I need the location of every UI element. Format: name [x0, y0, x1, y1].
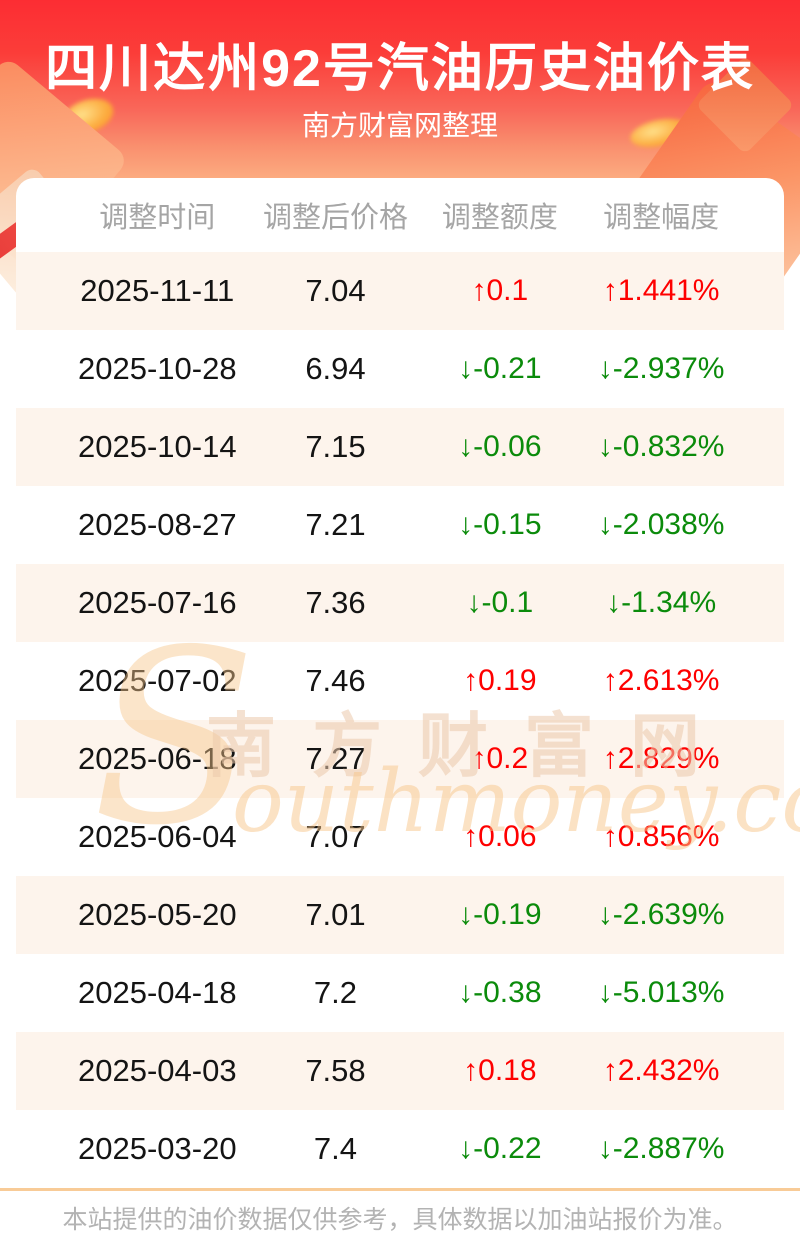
cell-price: 7.15: [305, 429, 366, 464]
cell-date: 2025-10-14: [78, 429, 237, 464]
cell-date: 2025-07-16: [78, 585, 237, 620]
column-header-date: 调整时间: [99, 202, 216, 234]
cell-price: 7.04: [305, 273, 366, 308]
table-row: 2025-10-28 6.94 ↓-0.21 ↓-2.937%: [16, 330, 784, 408]
cell-percent: ↑2.829%: [602, 742, 720, 775]
cell-change: ↓-0.15: [458, 508, 542, 541]
cell-percent: ↓-2.937%: [597, 352, 725, 385]
column-header-percent: 调整幅度: [603, 202, 720, 234]
table-row: 2025-06-04 7.07 ↑0.06 ↑0.856%: [16, 798, 784, 876]
table-row: 2025-07-02 7.46 ↑0.19 ↑2.613%: [16, 642, 784, 720]
table-row: 2025-05-20 7.01 ↓-0.19 ↓-2.639%: [16, 876, 784, 954]
table-row: 2025-04-03 7.58 ↑0.18 ↑2.432%: [16, 1032, 784, 1110]
cell-date: 2025-11-11: [80, 273, 235, 308]
cell-change: ↑0.19: [463, 664, 537, 697]
cell-change: ↑0.2: [471, 742, 529, 775]
table-row: 2025-11-11 7.04 ↑0.1 ↑1.441%: [16, 252, 784, 330]
table-body: 2025-11-11 7.04 ↑0.1 ↑1.441% 2025-10-28 …: [16, 252, 784, 1188]
table-row: 2025-07-16 7.36 ↓-0.1 ↓-1.34%: [16, 564, 784, 642]
column-header-change: 调整额度: [441, 202, 558, 234]
table-row: 2025-06-18 7.27 ↑0.2 ↑2.829%: [16, 720, 784, 798]
cell-price: 7.4: [313, 1131, 358, 1166]
footer-note: 本站提供的油价数据仅供参考，具体数据以加油站报价为准。: [62, 1206, 738, 1234]
cell-change: ↓-0.22: [458, 1132, 542, 1165]
cell-percent: ↑0.856%: [602, 820, 720, 853]
cell-date: 2025-07-02: [78, 663, 237, 698]
cell-date: 2025-04-03: [78, 1053, 237, 1088]
cell-change: ↓-0.1: [466, 586, 534, 619]
table-row: 2025-03-20 7.4 ↓-0.22 ↓-2.887%: [16, 1110, 784, 1188]
cell-percent: ↓-1.34%: [606, 586, 717, 619]
cell-change: ↑0.1: [471, 274, 529, 307]
cell-percent: ↓-5.013%: [597, 976, 725, 1009]
cell-date: 2025-04-18: [78, 975, 237, 1010]
table-row: 2025-04-18 7.2 ↓-0.38 ↓-5.013%: [16, 954, 784, 1032]
cell-change: ↓-0.06: [458, 430, 542, 463]
cell-price: 7.21: [305, 507, 366, 542]
cell-date: 2025-06-18: [78, 741, 237, 776]
footer-divider: [0, 1188, 800, 1191]
cell-price: 7.27: [305, 741, 366, 776]
cell-date: 2025-05-20: [78, 897, 237, 932]
cell-date: 2025-10-28: [78, 351, 237, 386]
table-row: 2025-08-27 7.21 ↓-0.15 ↓-2.038%: [16, 486, 784, 564]
cell-price: 7.2: [313, 975, 358, 1010]
cell-price: 7.46: [305, 663, 366, 698]
page-title: 四川达州92号汽油历史油价表: [45, 40, 755, 98]
header-banner: 四川达州92号汽油历史油价表 南方财富网整理: [0, 0, 800, 333]
column-header-price: 调整后价格: [262, 202, 408, 234]
cell-change: ↑0.18: [463, 1054, 537, 1087]
cell-date: 2025-06-04: [78, 819, 237, 854]
cell-percent: ↓-2.038%: [597, 508, 725, 541]
cell-percent: ↓-0.832%: [597, 430, 725, 463]
cell-date: 2025-08-27: [78, 507, 237, 542]
cell-change: ↓-0.19: [458, 898, 542, 931]
cell-percent: ↑2.613%: [602, 664, 720, 697]
cell-price: 7.01: [305, 897, 366, 932]
cell-price: 6.94: [305, 351, 366, 386]
table-row: 2025-10-14 7.15 ↓-0.06 ↓-0.832%: [16, 408, 784, 486]
cell-percent: ↑1.441%: [602, 274, 720, 307]
cell-change: ↓-0.21: [458, 352, 542, 385]
table-header-row: 调整时间 调整后价格 调整额度 调整幅度: [16, 178, 784, 252]
page-subtitle: 南方财富网整理: [301, 110, 498, 141]
cell-date: 2025-03-20: [78, 1131, 237, 1166]
cell-percent: ↓-2.639%: [597, 898, 725, 931]
cell-price: 7.58: [305, 1053, 366, 1088]
cell-price: 7.36: [305, 585, 366, 620]
cell-change: ↓-0.38: [458, 976, 542, 1009]
cell-percent: ↑2.432%: [602, 1054, 720, 1087]
cell-price: 7.07: [305, 819, 366, 854]
cell-percent: ↓-2.887%: [597, 1132, 725, 1165]
cell-change: ↑0.06: [463, 820, 537, 853]
price-table-card: 调整时间 调整后价格 调整额度 调整幅度 2025-11-11 7.04 ↑0.…: [16, 178, 784, 1188]
